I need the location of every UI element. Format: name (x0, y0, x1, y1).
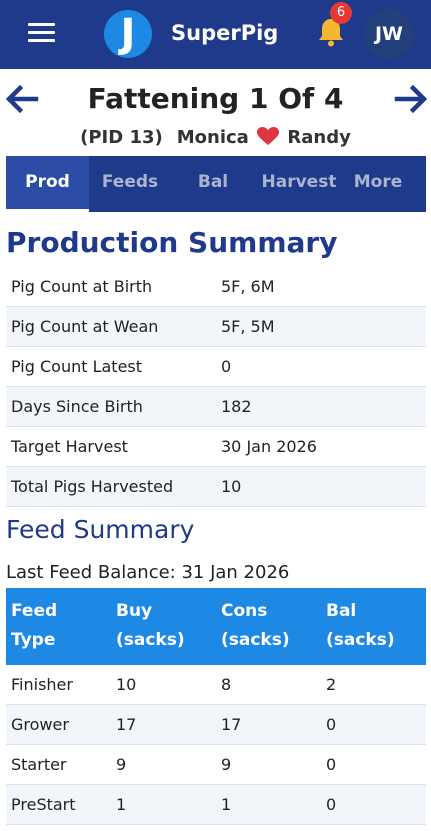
tab-prod[interactable]: Prod (6, 156, 89, 212)
header-line: Cons (221, 601, 268, 621)
header-line: Type (11, 630, 56, 650)
table-row: Pig Count at Wean 5F, 5M (6, 307, 426, 347)
feed-summary-table: Feed Type Buy (sacks) Cons (sacks) Bal (… (6, 588, 426, 825)
table-row: PreStart 1 1 0 (6, 785, 426, 825)
row-value: 0 (221, 357, 232, 376)
row-label: Pig Count at Birth (11, 277, 153, 296)
bell-icon[interactable] (317, 17, 345, 47)
column-header-cons: Cons (sacks) (221, 597, 321, 655)
pairing-info: (PID 13) Monica Randy (0, 126, 431, 150)
app-title: SuperPig (171, 21, 279, 45)
table-row: Grower 17 17 0 (6, 705, 426, 745)
header-line: Buy (116, 601, 153, 621)
logo-letter: J (120, 11, 136, 57)
header-line: (sacks) (326, 630, 395, 650)
row-value: 182 (221, 397, 252, 416)
cons-cell: 17 (221, 715, 242, 734)
production-summary-table: Pig Count at Birth 5F, 6M Pig Count at W… (6, 267, 426, 507)
table-header: Feed Type Buy (sacks) Cons (sacks) Bal (… (6, 588, 426, 665)
header-line: Feed (11, 601, 58, 621)
row-label: Pig Count Latest (11, 357, 143, 376)
header-line: (sacks) (221, 630, 290, 650)
table-row: Pig Count Latest 0 (6, 347, 426, 387)
bal-cell: 0 (326, 755, 337, 774)
row-value: 10 (221, 477, 242, 496)
cons-cell: 1 (221, 795, 232, 814)
column-header-buy: Buy (sacks) (116, 597, 216, 655)
boar-name: Randy (287, 127, 351, 148)
bal-cell: 0 (326, 795, 337, 814)
row-label: Days Since Birth (11, 397, 143, 416)
page-title: Fattening 1 Of 4 (87, 82, 344, 115)
column-header-bal: Bal (sacks) (326, 597, 426, 655)
table-row: Finisher 10 8 2 (6, 665, 426, 705)
feed-type-cell: Finisher (11, 675, 73, 694)
buy-cell: 1 (116, 795, 127, 814)
heart-icon (257, 127, 280, 145)
feed-type-cell: PreStart (11, 795, 76, 814)
pid-label: (PID 13) (80, 127, 163, 148)
top-app-bar: J SuperPig 6 JW (0, 0, 431, 69)
table-row: Days Since Birth 182 (6, 387, 426, 427)
buy-cell: 9 (116, 755, 127, 774)
table-row: Total Pigs Harvested 10 (6, 467, 426, 507)
buy-cell: 17 (116, 715, 137, 734)
tab-harvest[interactable]: Harvest (261, 172, 337, 192)
bal-cell: 0 (326, 715, 337, 734)
tab-feeds[interactable]: Feeds (101, 172, 159, 192)
header-line: Bal (326, 601, 357, 621)
arrow-left-icon[interactable] (4, 83, 40, 115)
app-logo[interactable]: J (104, 10, 152, 58)
row-value: 5F, 5M (221, 317, 275, 336)
feed-type-cell: Grower (11, 715, 69, 734)
arrow-right-icon[interactable] (393, 83, 429, 115)
row-value: 5F, 6M (221, 277, 275, 296)
bal-cell: 2 (326, 675, 337, 694)
feed-type-cell: Starter (11, 755, 67, 774)
tab-bal[interactable]: Bal (197, 172, 229, 192)
hamburger-menu-icon[interactable] (28, 21, 55, 45)
notification-count-badge: 6 (330, 2, 352, 24)
tab-bar: Prod Feeds Bal Harvest More (6, 156, 426, 212)
cons-cell: 9 (221, 755, 232, 774)
row-label: Target Harvest (11, 437, 128, 456)
last-feed-balance: Last Feed Balance: 31 Jan 2026 (6, 562, 290, 583)
production-summary-heading: Production Summary (6, 226, 338, 259)
table-row: Starter 9 9 0 (6, 745, 426, 785)
row-label: Total Pigs Harvested (11, 477, 174, 496)
column-header-feed-type: Feed Type (11, 597, 111, 655)
cons-cell: 8 (221, 675, 232, 694)
row-label: Pig Count at Wean (11, 317, 159, 336)
tab-more[interactable]: More (353, 172, 403, 192)
feed-summary-heading: Feed Summary (6, 515, 195, 544)
table-row: Pig Count at Birth 5F, 6M (6, 267, 426, 307)
row-value: 30 Jan 2026 (221, 437, 317, 456)
sow-name: Monica (176, 127, 249, 148)
user-avatar[interactable]: JW (364, 9, 414, 59)
header-line: (sacks) (116, 630, 185, 650)
table-row: Target Harvest 30 Jan 2026 (6, 427, 426, 467)
buy-cell: 10 (116, 675, 137, 694)
